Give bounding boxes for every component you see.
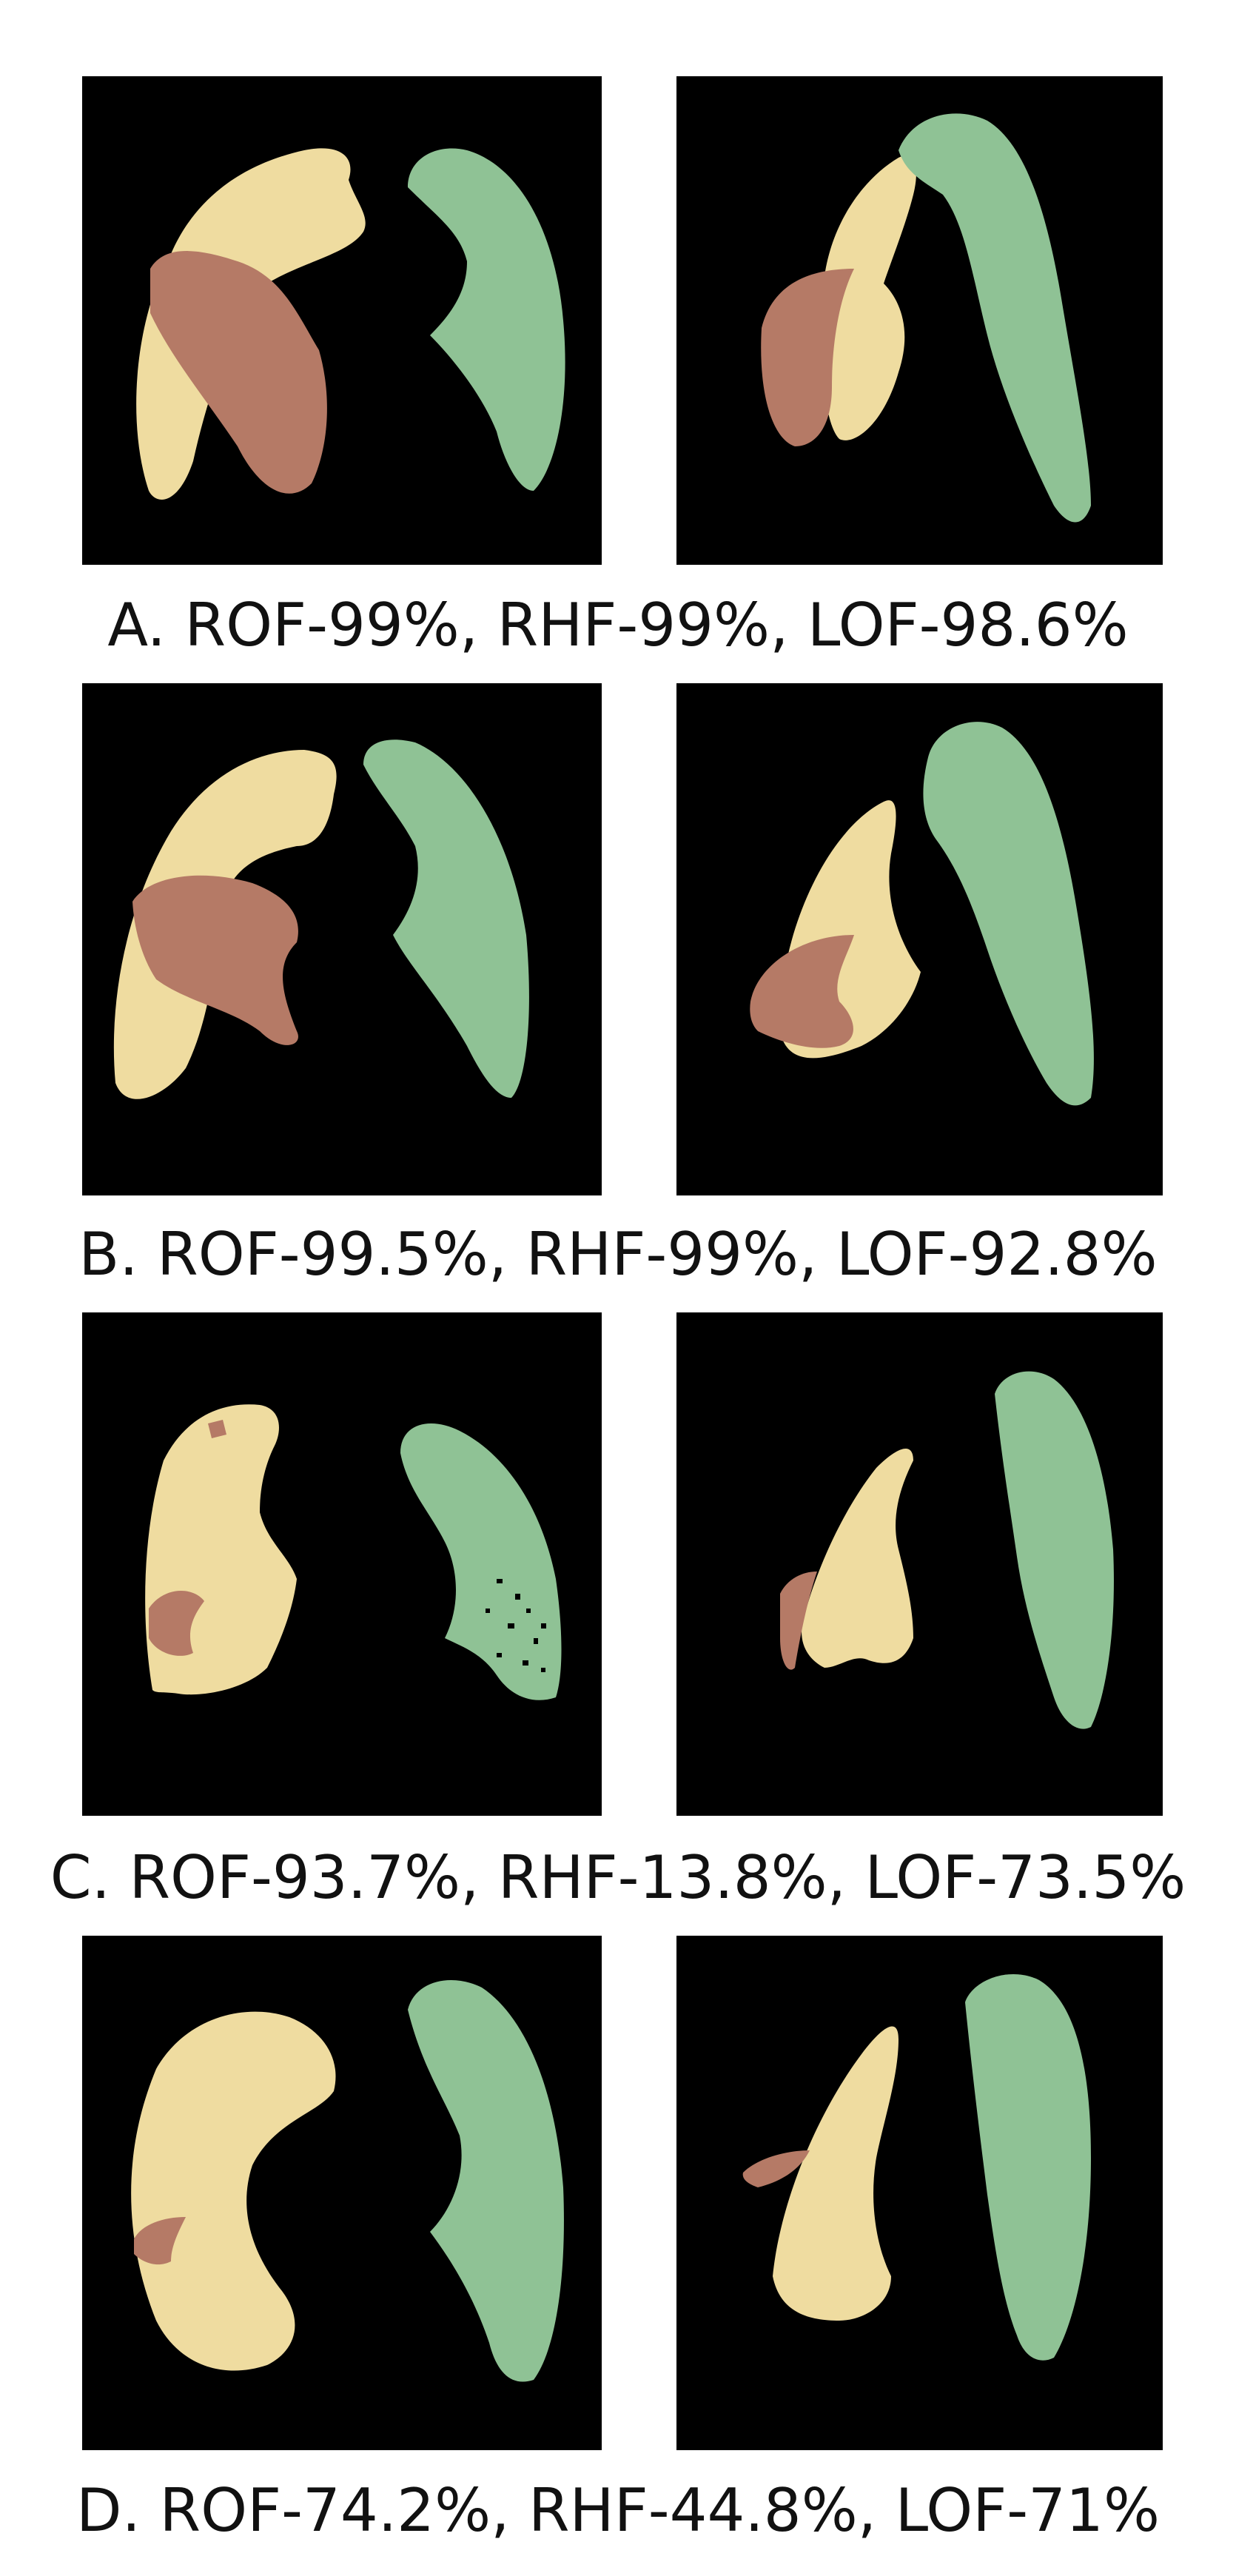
left-lung-green — [363, 739, 529, 1098]
render-b-side — [676, 683, 1163, 1195]
lung-render-b-side — [750, 722, 1094, 1106]
render-c-side — [676, 1312, 1163, 1816]
right-lung-yellow — [802, 1448, 913, 1668]
render-b-front — [82, 683, 602, 1195]
left-lung-green — [400, 1423, 562, 1700]
left-lung-green — [995, 1371, 1114, 1729]
right-lung-yellow — [136, 148, 366, 500]
caption-b: B. ROF-99.5%, RHF-99%, LOF-92.8% — [78, 1220, 1158, 1289]
middle-lobe-brown — [750, 935, 854, 1048]
lung-render-a-front — [136, 148, 565, 500]
middle-lobe-brown — [761, 269, 854, 446]
right-lung-yellow — [131, 2011, 336, 2371]
right-lung-yellow — [773, 2026, 899, 2321]
voxel-holes — [486, 1579, 546, 1672]
render-d-side — [676, 1936, 1163, 2450]
render-c-front — [82, 1312, 602, 1816]
right-lung-yellow — [822, 155, 916, 440]
render-d-front — [82, 1936, 602, 2450]
left-lung-green — [923, 722, 1094, 1106]
middle-lobe-brown — [150, 251, 327, 494]
left-lung-green — [408, 148, 565, 491]
middle-lobe-brown — [742, 2150, 810, 2187]
render-a-side — [676, 76, 1163, 565]
render-a-front — [82, 76, 602, 565]
middle-lobe-brown — [780, 1572, 817, 1670]
caption-c: C. ROF-93.7%, RHF-13.8%, LOF-73.5% — [50, 1843, 1186, 1912]
caption-a: A. ROF-99%, RHF-99%, LOF-98.6% — [107, 591, 1129, 660]
middle-lobe-brown — [149, 1591, 204, 1656]
middle-lobe-brown — [134, 2217, 186, 2265]
left-lung-green — [408, 1980, 564, 2382]
lung-render-d-side — [742, 1973, 1091, 2361]
right-lung-yellow — [113, 750, 337, 1099]
lung-render-c-front — [145, 1404, 562, 1700]
lung-render-b-front — [113, 739, 529, 1099]
left-lung-green — [899, 113, 1091, 523]
left-lung-green — [965, 1973, 1091, 2361]
caption-d: D. ROF-74.2%, RHF-44.8%, LOF-71% — [76, 2476, 1160, 2545]
lung-render-a-side — [761, 113, 1091, 523]
lung-render-d-front — [131, 1980, 564, 2382]
lung-render-c-side — [780, 1371, 1114, 1729]
middle-lobe-brown — [132, 875, 298, 1045]
middle-lobe-brown-fragment — [208, 1420, 226, 1438]
